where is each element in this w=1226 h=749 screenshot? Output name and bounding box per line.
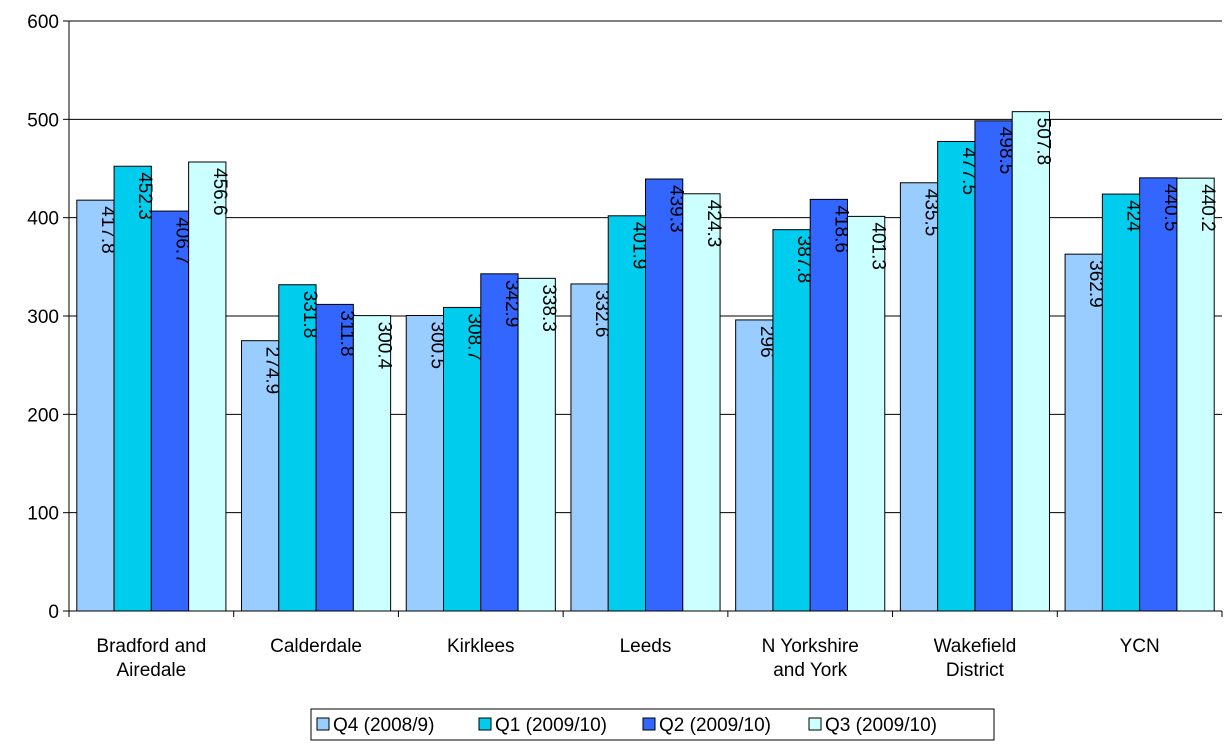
bar <box>188 161 227 612</box>
bar <box>570 283 609 612</box>
x-category-label: Calderdale <box>270 636 362 657</box>
bar-value-label: 338.3 <box>538 284 559 332</box>
bar-value-label: 274.9 <box>262 347 283 395</box>
legend-swatch <box>642 717 656 731</box>
legend-label: Q3 (2009/10) <box>825 715 937 736</box>
bar-value-label: 424 <box>1123 200 1144 232</box>
bar <box>405 315 445 612</box>
bar-value-label: 342.9 <box>501 280 522 328</box>
bar <box>682 193 721 612</box>
bar <box>150 210 190 612</box>
bar <box>899 182 939 612</box>
bar-value-label: 440.5 <box>1160 184 1181 232</box>
axes: 0 100 200 300 400 500 600 Bradford and Airedale C… <box>27 12 1223 681</box>
legend-swatch <box>316 717 330 731</box>
bar-value-label: 439.3 <box>666 185 687 233</box>
bar <box>645 178 684 612</box>
bar <box>1176 177 1215 612</box>
x-category-label: Bradford and <box>96 636 206 657</box>
legend-label: Q4 (2008/9) <box>333 715 434 736</box>
bar <box>241 340 280 612</box>
x-category-label: Leeds <box>620 636 672 657</box>
x-category-label: YCN <box>1120 636 1160 657</box>
x-category-label: N Yorkshire <box>762 636 859 657</box>
bar-value-label: 424.3 <box>703 200 724 248</box>
legend-swatch <box>478 717 492 731</box>
bar <box>315 303 354 612</box>
y-tick-label: 100 <box>27 504 59 525</box>
bar-value-label: 308.7 <box>464 313 485 361</box>
bar-value-label: 300.5 <box>426 322 447 370</box>
y-tick-label: 0 <box>48 602 59 623</box>
y-tick-label: 600 <box>27 12 59 33</box>
bar <box>772 229 811 612</box>
y-tick-label: 400 <box>27 209 59 230</box>
bar-value-label: 362.9 <box>1085 260 1106 308</box>
bar-value-label: 435.5 <box>921 189 942 237</box>
bar <box>1139 177 1178 612</box>
bar-value-label: 300.4 <box>373 322 394 370</box>
bar-value-label: 401.3 <box>868 222 889 270</box>
bar-value-label: 507.8 <box>1032 118 1053 166</box>
y-tick-label: 200 <box>27 405 59 426</box>
bar-value-label: 331.8 <box>299 291 320 339</box>
bar <box>809 198 848 612</box>
bar-value-label: 498.5 <box>995 127 1016 175</box>
bar-value-label: 417.8 <box>97 206 118 254</box>
bar <box>735 319 774 612</box>
x-category-label: and York <box>773 660 847 681</box>
bar <box>846 215 886 612</box>
bar-value-label: 418.6 <box>830 205 851 253</box>
bar-value-label: 332.6 <box>591 290 612 338</box>
bar <box>607 215 647 612</box>
bars: 417.8 452.3 406.7 456.6 274.9 331.8 311.8 300.4… <box>76 111 1218 612</box>
x-category-label: Airedale <box>116 660 186 681</box>
y-tick-label: 500 <box>27 110 59 131</box>
bar-value-label: 456.6 <box>209 168 230 216</box>
bar <box>76 199 115 612</box>
bar-value-label: 452.3 <box>134 172 155 220</box>
bar-value-label: 311.8 <box>336 310 357 356</box>
bar-value-label: 387.8 <box>793 236 814 284</box>
bar <box>480 273 519 612</box>
bar <box>517 277 556 612</box>
legend-label: Q2 (2009/10) <box>659 715 771 736</box>
bar-value-label: 406.7 <box>171 217 192 265</box>
bar <box>443 306 482 612</box>
x-category-label: Wakefield <box>934 636 1017 657</box>
bar <box>937 140 976 612</box>
bar-value-label: 401.9 <box>628 222 649 270</box>
bar-value-label: 440.2 <box>1197 184 1218 232</box>
bar <box>278 284 317 612</box>
legend: Q4 (2008/9) Q1 (2009/10) Q2 (2009/10) Q3 (2… <box>310 708 995 741</box>
x-category-label: Kirklees <box>447 636 515 657</box>
legend-swatch <box>808 717 822 731</box>
bar-value-label: 477.5 <box>958 147 979 195</box>
bar <box>974 120 1013 612</box>
bar <box>352 315 392 612</box>
legend-label: Q1 (2009/10) <box>495 715 607 736</box>
x-category-label: District <box>946 660 1005 681</box>
bar <box>1011 111 1050 612</box>
bar <box>1101 193 1141 612</box>
bar-value-label: 296 <box>756 326 777 358</box>
bar <box>113 165 152 612</box>
y-tick-label: 300 <box>27 307 59 328</box>
bar <box>1064 253 1103 612</box>
